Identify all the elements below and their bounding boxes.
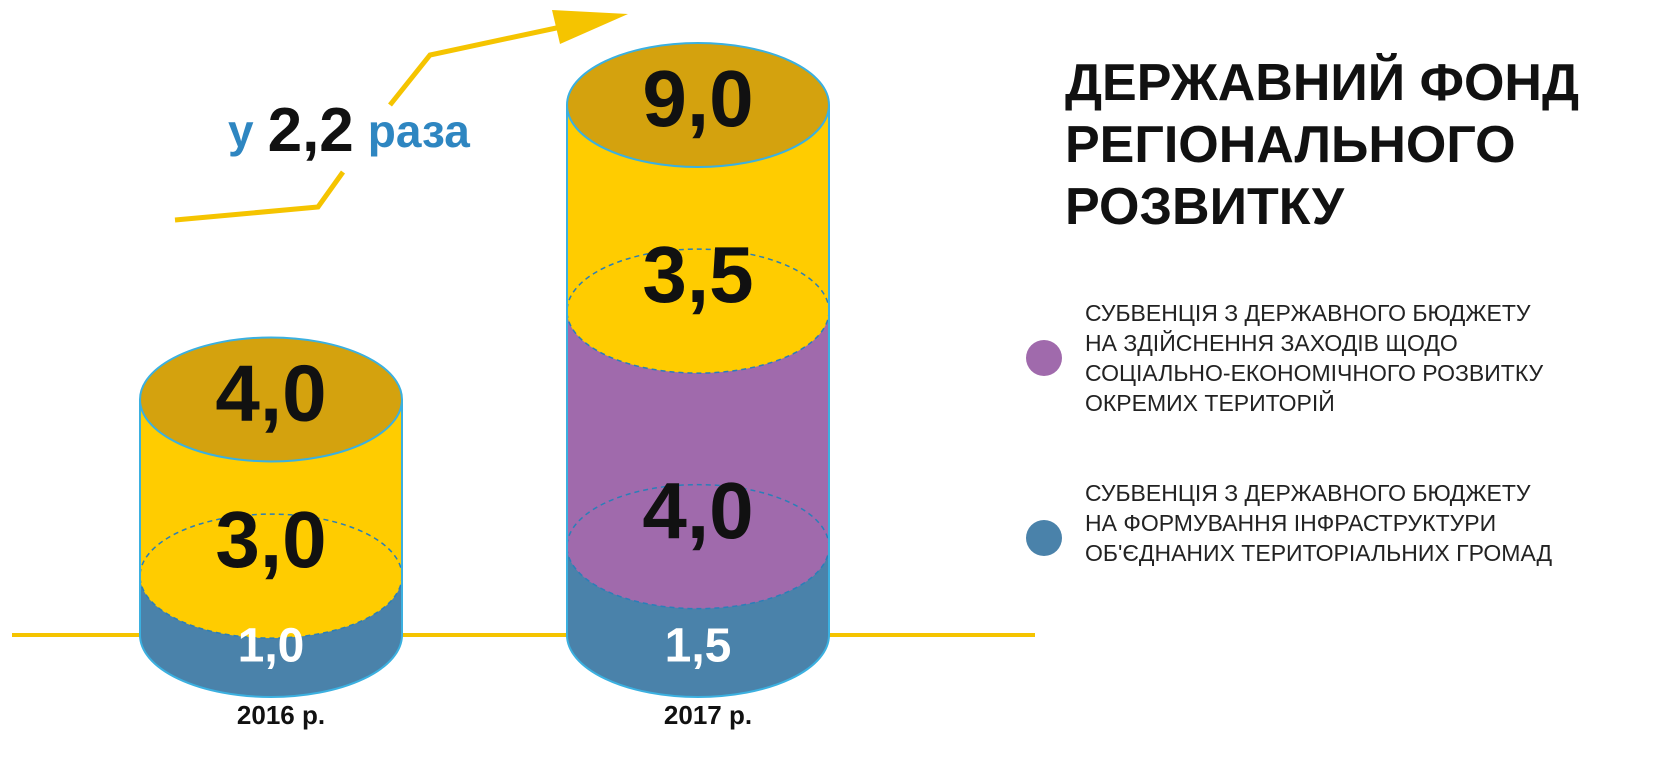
growth-arrow: [174, 170, 346, 223]
legend-label: СУБВЕНЦІЯ З ДЕРЖАВНОГО БЮДЖЕТУ НА ЗДІЙСН…: [1085, 300, 1544, 416]
annotation: у 2,2 раза: [228, 96, 470, 165]
growth-arrow: [388, 21, 576, 107]
annotation-prefix: у: [228, 105, 254, 157]
value-label: 1,0: [238, 620, 305, 673]
total-label: 9,0: [642, 54, 753, 143]
annotation-suffix: раза: [368, 105, 471, 157]
title: ДЕРЖАВНИЙ ФОНД РЕГІОНАЛЬНОГО РОЗВИТКУ: [1065, 54, 1580, 236]
value-label: 4,0: [642, 466, 753, 555]
annotation-value: 2,2: [268, 96, 354, 165]
category-label: 2016 р.: [237, 700, 325, 730]
legend-swatch: [1026, 520, 1062, 556]
value-label: 1,5: [665, 620, 732, 673]
legend-label: СУБВЕНЦІЯ З ДЕРЖАВНОГО БЮДЖЕТУ НА ФОРМУВ…: [1085, 480, 1553, 566]
value-label: 3,5: [642, 230, 753, 319]
value-label: 3,0: [215, 495, 326, 584]
cylinder-top: [566, 42, 830, 168]
category-label: 2017 р.: [664, 700, 752, 730]
arrow-head: [552, 10, 628, 44]
cylinder-top: [139, 336, 403, 463]
legend-swatch: [1026, 340, 1062, 376]
total-label: 4,0: [215, 349, 326, 438]
